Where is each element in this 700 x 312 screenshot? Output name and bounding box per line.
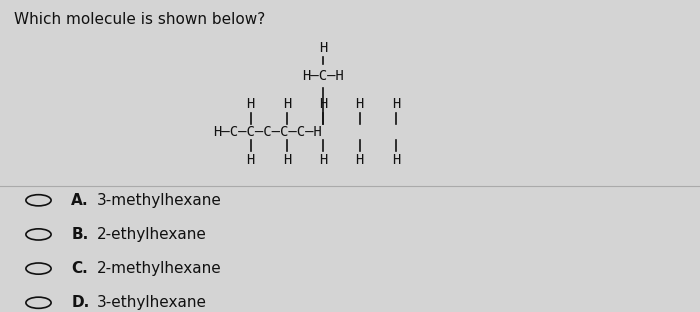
- Text: A.: A.: [71, 193, 89, 208]
- Text: 2-ethylhexane: 2-ethylhexane: [97, 227, 206, 242]
- Text: Which molecule is shown below?: Which molecule is shown below?: [14, 12, 265, 27]
- Text: H: H: [246, 153, 255, 167]
- Text: H: H: [356, 97, 364, 111]
- Text: H: H: [283, 97, 291, 111]
- Text: 3-methylhexane: 3-methylhexane: [97, 193, 221, 208]
- Text: 3-ethylhexane: 3-ethylhexane: [97, 295, 206, 310]
- Text: H: H: [356, 153, 364, 167]
- Text: H–C–C–C–C–C–H: H–C–C–C–C–C–H: [214, 125, 323, 139]
- Text: H: H: [392, 153, 400, 167]
- Text: D.: D.: [71, 295, 90, 310]
- Text: H: H: [246, 97, 255, 111]
- Text: H: H: [319, 97, 328, 111]
- Text: H: H: [319, 153, 328, 167]
- Text: H: H: [392, 97, 400, 111]
- Text: H: H: [283, 153, 291, 167]
- Text: H–C–H: H–C–H: [302, 69, 344, 83]
- Text: B.: B.: [71, 227, 89, 242]
- Text: H: H: [319, 41, 328, 55]
- Text: 2-methylhexane: 2-methylhexane: [97, 261, 221, 276]
- Text: C.: C.: [71, 261, 88, 276]
